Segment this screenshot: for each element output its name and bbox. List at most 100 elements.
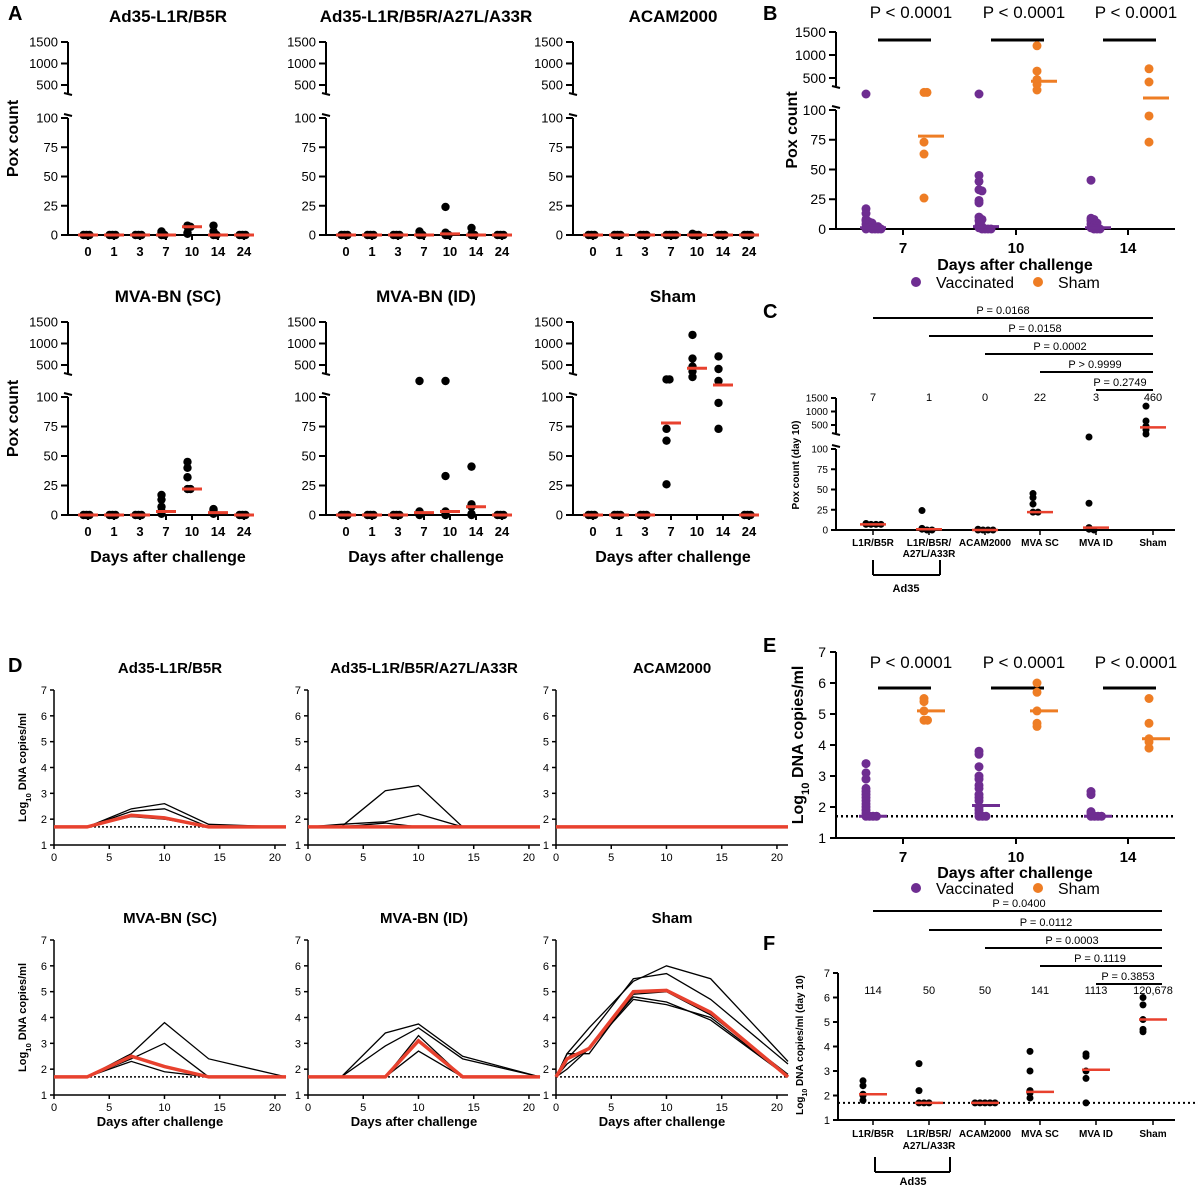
x-tick-label: 7 — [899, 240, 907, 257]
data-point — [974, 774, 984, 784]
series-line — [308, 1027, 541, 1078]
x-tick-label: 5 — [608, 852, 614, 864]
y-axis-label: Pox count — [784, 91, 801, 169]
y-tick-label: 75 — [810, 132, 826, 148]
data-point — [467, 223, 476, 233]
x-tick-label: 10 — [1008, 849, 1025, 866]
x-tick-label: 24 — [495, 244, 510, 259]
data-point — [1029, 494, 1037, 502]
x-tick-label: 1 — [110, 524, 117, 539]
y-tick-label: 1000 — [29, 56, 58, 71]
y-tick-label: 25 — [302, 478, 316, 493]
x-tick-label: 20 — [269, 1102, 281, 1114]
x-tick-label: 5 — [608, 1102, 614, 1114]
y-tick-label: 100 — [811, 445, 828, 456]
legend-marker-vaccinated — [911, 883, 921, 893]
comparison-p-value: P = 0.0158 — [1008, 323, 1061, 335]
x-tick-label: 0 — [305, 852, 311, 864]
y-tick-label: 25 — [810, 191, 826, 207]
panel-label-B: B — [763, 3, 777, 25]
x-tick-label: 10 — [660, 852, 672, 864]
x-tick-label: 0 — [589, 524, 596, 539]
axis-break — [831, 105, 841, 109]
y-tick-label: 1000 — [534, 336, 563, 351]
y-tick-label: 6 — [41, 961, 47, 973]
x-tick-label: 10 — [158, 1102, 170, 1114]
y-tick-label: 5 — [543, 737, 549, 749]
y-tick-label: 100 — [294, 111, 316, 126]
data-point — [1032, 85, 1042, 95]
y-tick-label: 1 — [824, 1115, 830, 1127]
data-point — [714, 398, 723, 408]
y-tick-label: 2 — [543, 1064, 549, 1076]
x-tick-label: 5 — [106, 852, 112, 864]
panel-e: 1 2 3 4 5 6 7 7 10 14 Days after challenge Log10 DN… — [790, 644, 1177, 898]
axis-break — [831, 85, 841, 89]
y-tick-label: 7 — [818, 644, 826, 660]
data-point — [1032, 41, 1042, 51]
data-point — [1032, 721, 1042, 731]
data-point — [183, 229, 192, 239]
y-tick-label: 0 — [818, 221, 826, 237]
comparison-p-value: P = 0.3853 — [1101, 971, 1154, 983]
y-tick-label: 4 — [824, 1042, 830, 1054]
x-axis-title: Days after challenge — [937, 865, 1093, 882]
x-tick-label: 24 — [742, 524, 757, 539]
data-point — [1139, 1028, 1147, 1036]
y-tick-label: 50 — [817, 485, 829, 496]
y-tick-label: 7 — [543, 685, 549, 697]
x-tick-label: MVA ID — [1079, 1129, 1113, 1140]
y-tick-label: 75 — [817, 465, 829, 476]
y-tick-label: 3 — [543, 788, 549, 800]
y-tick-label: 25 — [44, 198, 58, 213]
x-tick-label: 15 — [214, 852, 226, 864]
data-point — [974, 176, 984, 186]
data-point — [861, 759, 871, 769]
y-axis-label: Log10 DNA copies/ml — [790, 666, 812, 825]
y-tick-label: 100 — [36, 111, 58, 126]
data-point — [1029, 500, 1037, 508]
y-tick-label: 6 — [41, 711, 47, 723]
y-tick-label: 75 — [549, 140, 563, 155]
data-point — [1082, 1052, 1090, 1060]
y-tick-label: 75 — [44, 140, 58, 155]
data-point — [981, 811, 991, 821]
x-tick-label: 1 — [110, 244, 117, 259]
x-tick-label: MVA ID — [1079, 538, 1113, 549]
panel-a-subplot-3: 1500 1000 500 100 75 50 25 0 0 1 3 7 10 14 24 MVA-BN (S… — [5, 287, 254, 566]
y-tick-label: 7 — [41, 935, 47, 947]
data-point — [859, 1077, 867, 1085]
y-tick-label: 3 — [543, 1038, 549, 1050]
y-tick-label: 75 — [302, 140, 316, 155]
legend-label-sham: Sham — [1058, 275, 1100, 292]
data-point — [1142, 417, 1150, 425]
panel-label-C: C — [763, 301, 777, 323]
comparison-p-value: P = 0.0168 — [976, 305, 1029, 317]
data-point — [441, 376, 450, 386]
y-tick-label: 2 — [818, 799, 826, 815]
panel-label-A: A — [8, 3, 22, 25]
y-tick-label: 2 — [41, 814, 47, 826]
data-point — [157, 495, 166, 504]
y-tick-label: 3 — [824, 1066, 830, 1078]
y-tick-label: 0 — [51, 228, 58, 243]
data-point — [1086, 790, 1096, 800]
axis-break — [321, 392, 331, 396]
data-point — [1085, 433, 1093, 441]
x-tick-label: 0 — [342, 244, 349, 259]
data-point — [1085, 499, 1093, 507]
x-tick-label: 14 — [469, 244, 484, 259]
axis-break — [568, 92, 578, 96]
y-tick-label: 100 — [294, 390, 316, 405]
data-point — [688, 372, 697, 382]
x-tick-label: 7 — [162, 524, 169, 539]
y-tick-label: 7 — [295, 935, 301, 947]
y-tick-label: 100 — [36, 390, 58, 405]
median-series-line — [54, 1054, 286, 1079]
data-point — [467, 510, 476, 520]
x-tick-label: 14 — [1120, 240, 1137, 257]
panel-f: 1 2 3 4 5 6 7 Log10 DNA copies/ml (day 10) L1R/B… — [795, 898, 1198, 1185]
x-tick-label: 7 — [420, 244, 427, 259]
axis-break — [321, 372, 331, 376]
x-tick-label: 0 — [84, 244, 91, 259]
